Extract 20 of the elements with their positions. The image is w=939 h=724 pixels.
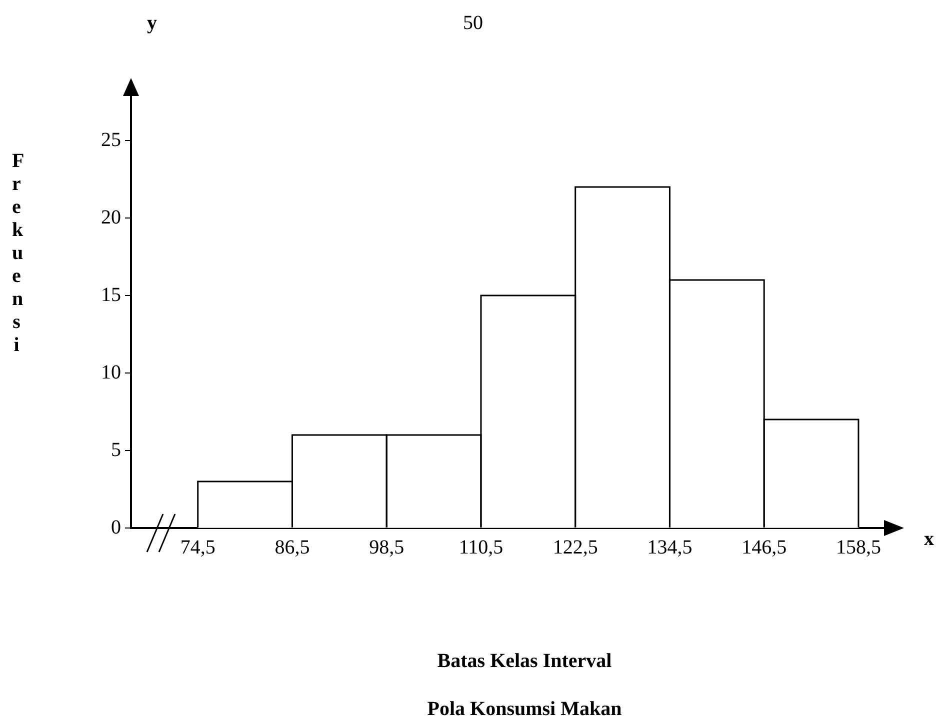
- x-tick-label: 74,5: [180, 536, 216, 558]
- x-tick-label: 158,5: [836, 536, 881, 558]
- text: 50: [463, 12, 483, 35]
- y-tick-label: 25: [101, 128, 121, 151]
- text: Pola Konsumsi Makan: [426, 698, 623, 721]
- text: y: [147, 12, 157, 35]
- x-tick-label: 86,5: [274, 536, 310, 558]
- x-tick-label: 122,5: [552, 536, 598, 558]
- text: x: [924, 528, 934, 551]
- y-tick-label: 0: [111, 516, 121, 538]
- y-tick-label: 15: [101, 284, 121, 306]
- x-tick-label: 134,5: [647, 536, 692, 558]
- y-tick-label: 10: [101, 361, 121, 384]
- x-tick-label: 98,5: [369, 536, 404, 558]
- y-tick-label: 5: [111, 438, 121, 461]
- x-axis-title: Batas Kelas Interval: [436, 650, 613, 673]
- y-tick-label: 20: [101, 206, 121, 228]
- x-tick-label: 146,5: [742, 536, 787, 558]
- x-tick-label: 110,5: [458, 536, 504, 558]
- text: Frekuensi: [12, 150, 24, 356]
